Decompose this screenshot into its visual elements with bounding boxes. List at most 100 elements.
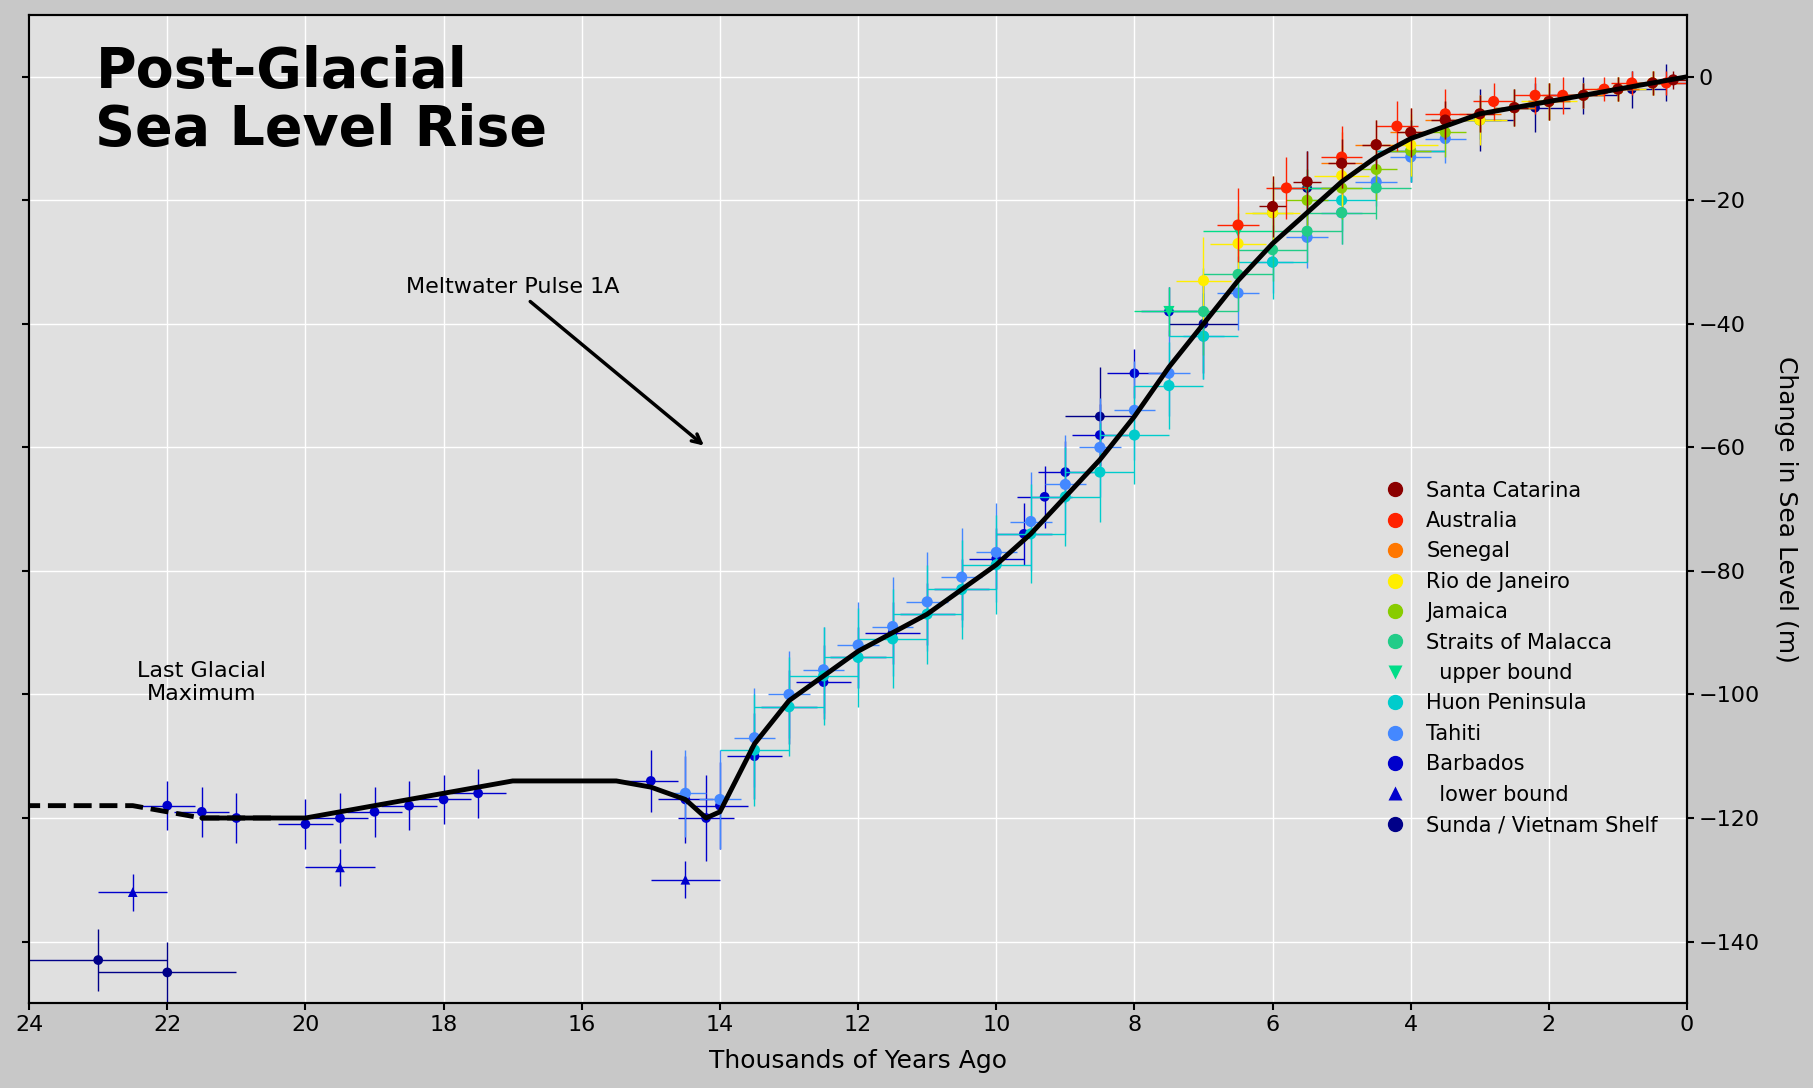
Point [1534, 92, 1563, 110]
Point [1052, 475, 1081, 493]
Point [326, 858, 355, 876]
Point [1189, 327, 1218, 345]
Point [1086, 426, 1115, 444]
Point [1617, 74, 1646, 91]
Point [1327, 154, 1356, 172]
Point [395, 796, 424, 814]
Point [1499, 99, 1528, 116]
Point [843, 636, 872, 654]
Point [1120, 426, 1149, 444]
Point [1362, 180, 1391, 197]
Point [912, 593, 941, 610]
Point [1155, 376, 1184, 394]
Point [1521, 99, 1550, 116]
Point [809, 662, 838, 679]
Point [1396, 124, 1425, 141]
Point [843, 648, 872, 666]
Point [774, 698, 803, 716]
Point [1499, 99, 1528, 116]
Point [1327, 148, 1356, 165]
Point [671, 791, 700, 808]
Point [1521, 87, 1550, 104]
Point [1327, 203, 1356, 221]
Point [1327, 180, 1356, 197]
Point [1396, 143, 1425, 160]
Point [1637, 74, 1666, 91]
Point [705, 791, 734, 808]
Point [1430, 111, 1459, 128]
Text: Post-Glacial
Sea Level Rise: Post-Glacial Sea Level Rise [96, 45, 548, 157]
Point [1258, 242, 1287, 259]
Point [1327, 191, 1356, 209]
Point [809, 673, 838, 691]
Point [1590, 81, 1619, 98]
Legend: Santa Catarina, Australia, Senegal, Rio de Janeiro, Jamaica, Straits of Malacca,: Santa Catarina, Australia, Senegal, Rio … [1363, 470, 1668, 845]
Point [1603, 81, 1632, 98]
Text: Meltwater Pulse 1A: Meltwater Pulse 1A [406, 277, 702, 443]
Point [1465, 106, 1494, 123]
Point [1120, 364, 1149, 382]
Point [740, 729, 769, 746]
Point [1534, 92, 1563, 110]
Point [1155, 364, 1184, 382]
Point [1465, 111, 1494, 128]
Point [1430, 129, 1459, 147]
Point [1568, 87, 1597, 104]
Point [809, 667, 838, 684]
Point [1568, 87, 1597, 104]
Point [774, 698, 803, 716]
Point [877, 630, 906, 647]
Point [1017, 526, 1046, 543]
Point [1652, 74, 1681, 91]
Point [1430, 106, 1459, 123]
Point [1396, 124, 1425, 141]
Point [1362, 136, 1391, 153]
Point [705, 796, 734, 814]
Point [1548, 87, 1577, 104]
Point [1293, 222, 1322, 239]
Point [671, 871, 700, 889]
Text: Last Glacial
Maximum: Last Glacial Maximum [138, 660, 267, 704]
Point [1224, 265, 1253, 283]
Point [1603, 81, 1632, 98]
Point [1534, 92, 1563, 110]
Point [1189, 302, 1218, 320]
Point [877, 618, 906, 635]
Point [1383, 118, 1412, 135]
Point [946, 568, 975, 585]
Point [1465, 111, 1494, 128]
Point [1030, 489, 1059, 506]
Point [1479, 92, 1508, 110]
Point [740, 747, 769, 765]
Point [1086, 438, 1115, 456]
Point [1659, 71, 1688, 88]
Point [691, 809, 720, 827]
Point [1430, 124, 1459, 141]
X-axis label: Thousands of Years Ago: Thousands of Years Ago [709, 1049, 1006, 1073]
Point [1293, 180, 1322, 197]
Point [1637, 74, 1666, 91]
Point [1637, 74, 1666, 91]
Point [152, 964, 181, 981]
Point [1189, 316, 1218, 333]
Point [1637, 74, 1666, 91]
Point [430, 791, 459, 808]
Point [118, 883, 147, 901]
Point [1258, 203, 1287, 221]
Point [983, 556, 1012, 573]
Point [1017, 512, 1046, 530]
Point [1293, 173, 1322, 190]
Point [326, 809, 355, 827]
Point [1293, 180, 1322, 197]
Point [1010, 526, 1039, 543]
Point [1052, 463, 1081, 481]
Point [843, 648, 872, 666]
Point [464, 784, 493, 802]
Point [740, 741, 769, 758]
Point [983, 549, 1012, 567]
Point [1534, 92, 1563, 110]
Point [1258, 254, 1287, 271]
Point [1465, 111, 1494, 128]
Point [221, 809, 250, 827]
Point [1603, 81, 1632, 98]
